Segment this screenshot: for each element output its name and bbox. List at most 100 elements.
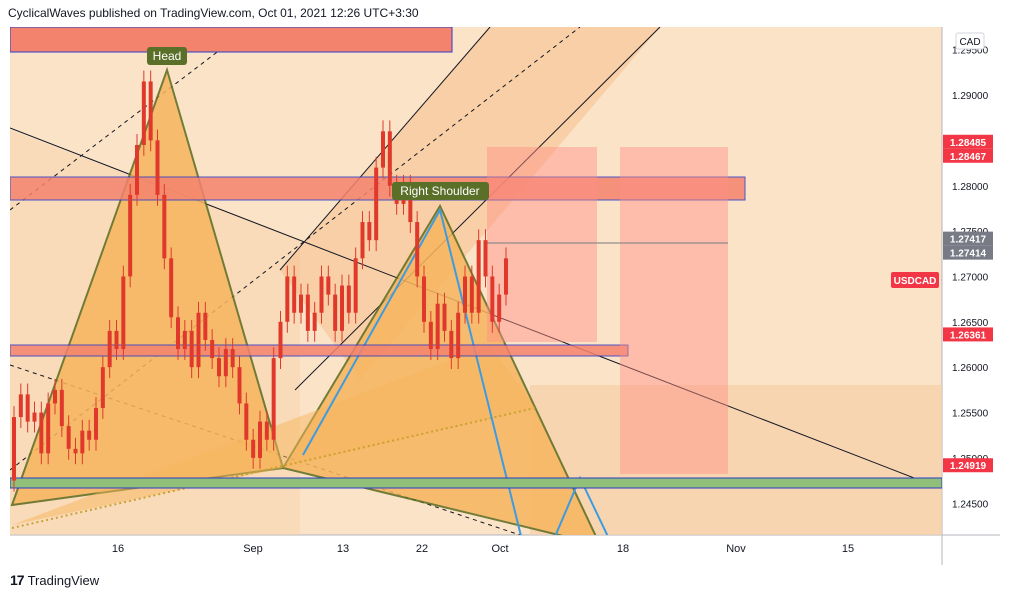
currency-label: CAD <box>955 32 985 50</box>
svg-text:1.28467: 1.28467 <box>950 152 987 163</box>
tradingview-brand-text: TradingView <box>27 572 100 588</box>
ascending-channel-band <box>280 27 660 380</box>
candle-body <box>408 185 413 223</box>
candle-body <box>319 276 324 313</box>
candle-body <box>59 389 64 427</box>
svg-text:1.27414: 1.27414 <box>950 249 987 260</box>
candle-body <box>66 426 71 449</box>
x-tick-label: 18 <box>617 543 629 555</box>
candle-body <box>422 276 426 322</box>
x-tick-label: 16 <box>112 543 124 555</box>
candle-body <box>25 394 30 422</box>
candle-body <box>456 312 461 359</box>
candle-body <box>490 276 495 322</box>
time-axis-ticks: 16 Sep 13 22 Oct 18 Nov 15 <box>112 543 854 555</box>
candle-body <box>196 312 201 368</box>
symbol-tag[interactable]: USDCAD <box>891 272 939 288</box>
currency-text: CAD <box>959 37 980 48</box>
candle-body <box>230 349 235 368</box>
candle-body <box>237 367 242 404</box>
candle-body <box>217 358 221 377</box>
candle-body <box>39 412 44 454</box>
candle-body <box>435 303 440 350</box>
candle-body <box>264 421 269 440</box>
candle-body <box>463 276 467 313</box>
candle-body <box>73 448 78 454</box>
candle-body <box>449 330 454 359</box>
candle-group <box>12 70 508 492</box>
candle-body <box>476 240 481 313</box>
price-tag: 1.27414 <box>943 245 993 260</box>
price-axis-background <box>942 27 1000 535</box>
y-tick-label: 1.27000 <box>952 272 989 283</box>
price-tag: 1.24919 <box>943 458 993 473</box>
candle-body <box>80 430 85 454</box>
candle-body <box>271 358 276 440</box>
x-tick-label: Sep <box>243 543 263 555</box>
candle-body <box>203 312 208 340</box>
svg-text:1.27417: 1.27417 <box>950 235 987 246</box>
x-tick-label: 15 <box>842 543 854 555</box>
candle-body <box>367 222 372 241</box>
candle-body <box>46 403 51 454</box>
target-box-1 <box>487 147 597 342</box>
price-tag: 1.28467 <box>943 148 993 163</box>
candle-body <box>53 389 57 404</box>
candle-body <box>155 140 160 195</box>
candle-body <box>292 276 297 313</box>
candle-body <box>381 131 385 168</box>
head-label: Head <box>147 47 187 65</box>
right-shoulder-label-text: Right Shoulder <box>400 184 479 198</box>
candle-body <box>299 294 303 313</box>
candle-body <box>162 194 167 259</box>
candle-body <box>87 430 92 440</box>
price-tag: 1.26361 <box>943 327 993 342</box>
tradingview-logo[interactable]: 17 TradingView <box>10 572 99 588</box>
symbol-tag-text: USDCAD <box>894 276 937 287</box>
time-axis-background <box>10 535 1000 565</box>
candle-body <box>469 276 474 313</box>
candle-body <box>94 408 98 440</box>
candle-body <box>428 321 433 350</box>
candle-body <box>483 240 488 277</box>
blue-projection-line <box>302 207 522 535</box>
candle-body <box>278 321 283 359</box>
candle-body <box>251 439 256 458</box>
candle-body <box>121 276 126 350</box>
right-shoulder-label: Right Shoulder <box>392 182 489 200</box>
lower-shaded-region <box>530 385 942 535</box>
candle-body <box>244 403 249 440</box>
candle-body <box>114 330 119 350</box>
y-tick-label: 1.25500 <box>952 409 989 420</box>
candle-body <box>210 339 215 359</box>
candle-body <box>360 222 365 259</box>
y-tick-label: 1.29500 <box>952 46 989 57</box>
price-tag: 1.27417 <box>943 231 993 246</box>
candle-body <box>148 81 153 141</box>
candle-body <box>182 330 187 350</box>
candle-body <box>169 258 174 318</box>
candle-body <box>18 394 23 418</box>
price-tag: 1.28485 <box>943 134 993 149</box>
candle-body <box>442 303 447 331</box>
y-tick-label: 1.24500 <box>952 499 989 510</box>
svg-text:1.26361: 1.26361 <box>950 330 987 341</box>
support-red-zone <box>10 344 629 357</box>
candle-body <box>353 258 358 313</box>
price-tags: 1.28485 1.28467 1.27417 1.27414 1.26361 1.249… <box>943 134 993 473</box>
candle-body <box>305 294 310 331</box>
publication-header: CyclicalWaves published on TradingView.c… <box>8 6 419 20</box>
candle-body <box>497 294 502 322</box>
x-tick-label: Oct <box>491 543 508 555</box>
candle-body <box>135 144 139 195</box>
green-support-zone <box>10 477 942 489</box>
channel-lower-line <box>294 27 661 391</box>
candle-body <box>387 131 392 186</box>
x-tick-label: 22 <box>416 543 428 555</box>
tradingview-logo-icon: 17 <box>10 572 25 588</box>
candle-body <box>285 276 290 322</box>
candle-body <box>223 349 228 377</box>
candle-body <box>374 167 379 241</box>
candle-body <box>504 258 508 295</box>
